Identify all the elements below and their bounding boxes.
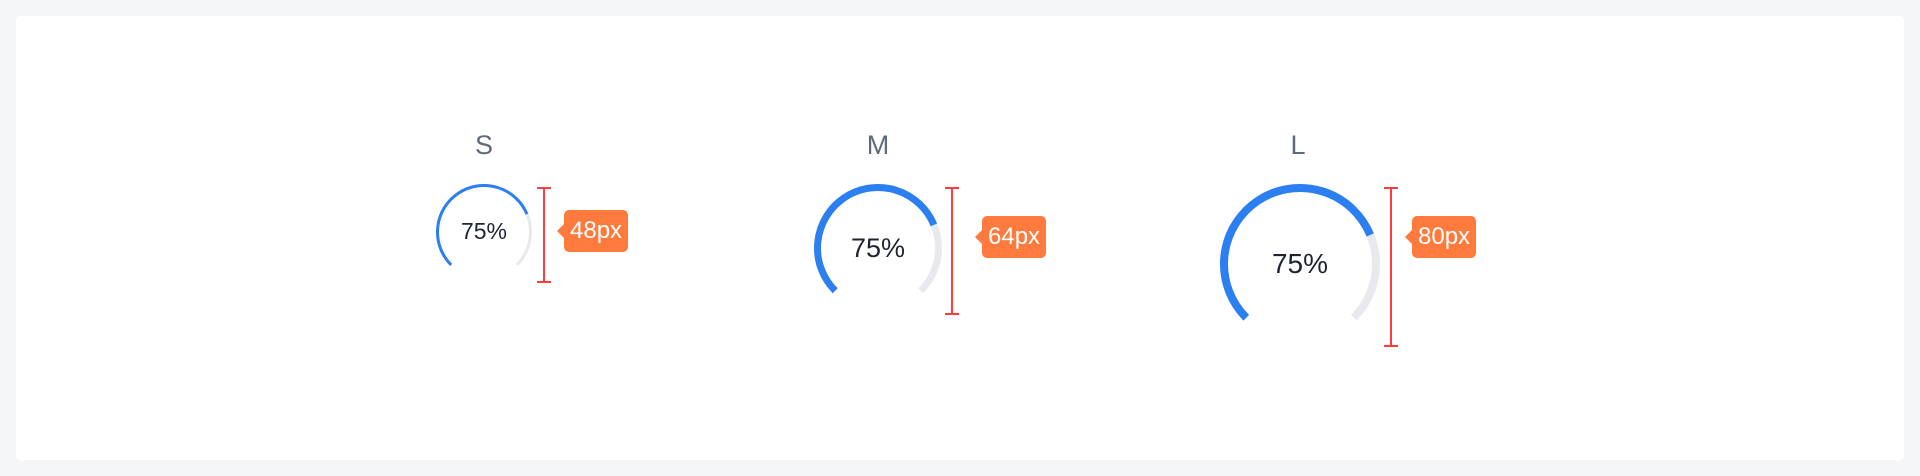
size-label-s: S xyxy=(474,130,494,160)
measure-line xyxy=(543,187,545,283)
dimension-tag-m: 64px xyxy=(974,216,1047,258)
measure-cap-bottom xyxy=(945,313,959,315)
height-measure-s xyxy=(537,187,551,283)
height-measure-l xyxy=(1384,187,1398,347)
gauge-value-text: 75% xyxy=(1271,248,1329,279)
height-measure-m xyxy=(945,187,959,315)
gauge-progress xyxy=(814,183,938,294)
progress-gauge-l: 75% xyxy=(1220,184,1380,344)
dimension-tag-s: 48px xyxy=(556,210,629,252)
gauge-progress xyxy=(436,184,529,266)
measure-cap-bottom xyxy=(1384,345,1398,347)
gauge-progress xyxy=(1220,184,1374,321)
gauge-value-text: 75% xyxy=(460,218,508,244)
progress-gauge-s: 75% xyxy=(436,184,532,280)
gauge-value-text: 75% xyxy=(850,233,906,263)
measure-line xyxy=(951,187,953,315)
measure-cap-bottom xyxy=(537,281,551,283)
size-label-m: M xyxy=(866,130,890,160)
dimension-tag-l: 80px xyxy=(1404,216,1477,258)
size-label-l: L xyxy=(1290,130,1306,160)
demo-panel: S 75% 48px M 75% 64p xyxy=(16,16,1904,460)
measure-line xyxy=(1390,187,1392,347)
progress-gauge-m: 75% xyxy=(814,183,942,312)
